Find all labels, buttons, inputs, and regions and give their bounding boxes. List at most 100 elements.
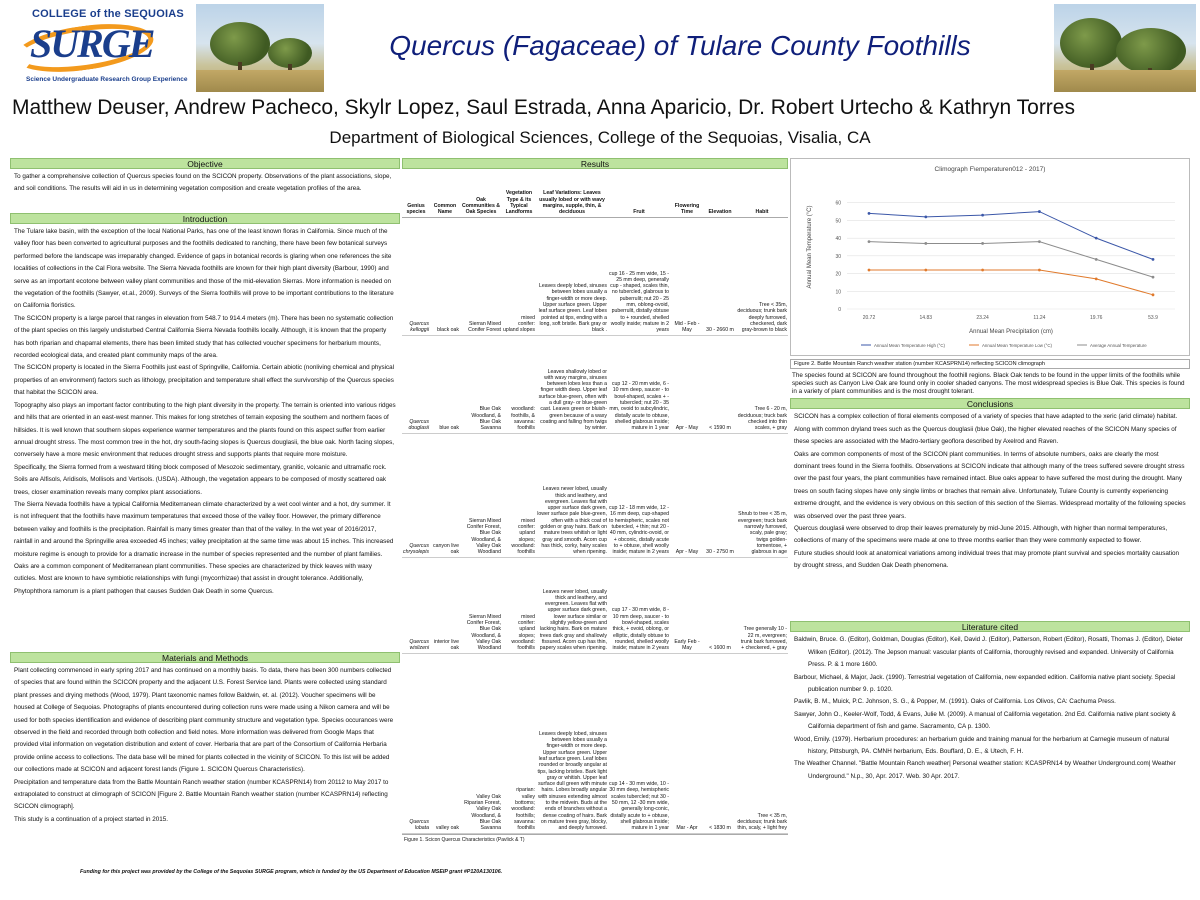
conclusion-paragraph: Oaks are common components of most of th… xyxy=(794,450,1186,520)
data-point xyxy=(1094,277,1098,281)
table-cell: Early Feb - May xyxy=(670,557,704,654)
y-tick-label: 40 xyxy=(835,236,841,242)
y-tick-label: 10 xyxy=(835,289,841,295)
data-point xyxy=(981,268,984,272)
literature-list: Baldwin, Bruce. G. (Editor), Goldman, Do… xyxy=(790,632,1190,785)
series-line xyxy=(868,241,1154,278)
poster-title: Quercus (Fagaceae) of Tulare County Foot… xyxy=(389,30,971,61)
citation: Baldwin, Bruce. G. (Editor), Goldman, Do… xyxy=(794,636,1184,669)
table-cell: Quercus chrysolepis xyxy=(402,433,430,558)
intro-paragraph: The SCICON property is a large parcel th… xyxy=(14,314,394,360)
table-cell: mixed conifer: upland slopes xyxy=(502,217,536,336)
x-tick-label: 20.72 xyxy=(863,315,876,321)
table-cell: Tree 6 - 20 m, deciduous; truck bark che… xyxy=(736,335,788,434)
table-cell: Blue Oak Woodland, & Blue Oak Savanna xyxy=(460,335,502,434)
column-header: Leaf Variations: Leaves usually lobed or… xyxy=(536,169,608,218)
table-cell: valley oak xyxy=(430,653,460,834)
table-cell: Sierran Mixed Conifer Forest, Blue Oak W… xyxy=(460,433,502,558)
y-axis-label: Annual Mean Temperature (°C) xyxy=(807,206,813,289)
data-point xyxy=(924,268,928,272)
table-cell: Quercus douglasii xyxy=(402,335,430,434)
data-point xyxy=(1151,275,1155,279)
table-cell: interior live oak xyxy=(430,557,460,654)
citation: Sawyer, John O., Keeler-Wolf, Todd, & Ev… xyxy=(794,710,1176,731)
table-cell: < 1830 m xyxy=(704,653,736,834)
column-header: Oak Communities & Oak Species xyxy=(460,169,502,218)
methods-paragraph: This study is a continuation of a projec… xyxy=(14,815,169,823)
climograph-svg: Climograph F\emperaturen012 - 2017) 0 10 20… xyxy=(807,166,1175,348)
conclusion-paragraph: Future studies should look at anatomical… xyxy=(794,549,1180,570)
table-row: Quercus chrysolepis canyon live oak Sierra… xyxy=(402,433,788,558)
column-header: Genius species xyxy=(402,169,430,218)
table-cell: black oak xyxy=(430,217,460,336)
table-cell: Apr - May xyxy=(670,335,704,434)
intro-paragraph: Topography also plays an important facto… xyxy=(14,401,396,459)
table-row: Quercus wislizeni interior live oak Sierra… xyxy=(402,557,788,654)
objective-heading: Objective xyxy=(10,158,400,169)
logo-tagline: Science Undergraduate Research Group Exp… xyxy=(26,76,188,83)
table-cell: Mid - Feb - May xyxy=(670,217,704,336)
column-header: Common Name xyxy=(430,169,460,218)
column-header: Habit xyxy=(736,169,788,218)
citation: Pavlik, B. M., Muick, P.C. Johnson, S. G… xyxy=(794,698,1116,706)
oak-photo-left xyxy=(196,4,324,92)
figure2-text: The species found at SCICON are found th… xyxy=(792,372,1185,395)
table-cell: < 1600 m xyxy=(704,557,736,654)
x-axis-label: Annual Mean Precipitation (cm) xyxy=(969,329,1053,335)
table-cell: Leaves never lobed, usually thick and le… xyxy=(536,557,608,654)
conclusions-body: SCICON has a complex collection of flora… xyxy=(790,409,1190,621)
department-line: Department of Biological Sciences, Colle… xyxy=(329,128,871,147)
table-cell: Leaves shallowly lobed or with wavy marg… xyxy=(536,335,608,434)
intro-paragraph: The Tulare lake basin, with the exceptio… xyxy=(14,228,394,310)
table-cell: Mar - Apr xyxy=(670,653,704,834)
table-cell: cup 16 - 25 mm wide, 15 - 25 mm deep, ge… xyxy=(608,217,670,336)
methods-heading: Materials and Methods xyxy=(10,652,400,663)
left-column: Objective To gather a comprehensive coll… xyxy=(10,158,400,880)
literature-heading: Literature cited xyxy=(790,621,1190,633)
legend-entry: Annual Mean Temperature Low (°C) xyxy=(982,343,1053,348)
data-point xyxy=(867,268,871,272)
introduction-heading: Introduction xyxy=(10,213,400,224)
data-point xyxy=(924,242,928,245)
figure2-caption: Figure 2. Battle Mountain Ranch weather … xyxy=(790,359,1190,369)
table-cell: canyon live oak xyxy=(430,433,460,558)
climograph-chart: Climograph F\emperaturen012 - 2017) 0 10 20… xyxy=(790,158,1190,356)
data-point xyxy=(1094,258,1098,261)
x-tick-label: 11.24 xyxy=(1033,315,1045,321)
table-cell: Leaves never lobed, usually thick and le… xyxy=(536,433,608,558)
conclusion-paragraph: Quercus douglasii were observed to drop … xyxy=(794,525,1168,545)
column-header: Flowering Time xyxy=(670,169,704,218)
table-cell: Tree < 35 m, deciduous; trunk bark thin,… xyxy=(736,653,788,834)
methods-paragraph: Plant collecting commenced in early spri… xyxy=(14,667,394,774)
legend-entry: Annual Mean Temperature High (°C) xyxy=(874,343,946,348)
results-heading: Results xyxy=(402,158,788,169)
table-cell: Quercus lobata xyxy=(402,653,430,834)
intro-paragraph: Specifically, the Sierra formed from a w… xyxy=(14,463,387,496)
y-tick-label: 20 xyxy=(835,272,841,278)
column-header: Vegetation Type & its Typical Landforms xyxy=(502,169,536,218)
table-cell: cup 12 - 20 mm wide, 6 - 10 mm deep, sau… xyxy=(608,335,670,434)
y-tick-label: 60 xyxy=(835,201,841,207)
table-cell: riparian: valley bottoms; woodland: foot… xyxy=(502,653,536,834)
methods-body: Plant collecting commenced in early spri… xyxy=(10,663,400,877)
right-column: Climograph F\emperaturen012 - 2017) 0 10 20… xyxy=(790,158,1190,880)
data-point xyxy=(981,242,984,245)
series-line xyxy=(868,211,1154,260)
data-point xyxy=(924,215,928,219)
table-cell: mixed conifer: upland slopes; woodland: … xyxy=(502,557,536,654)
table-cell: blue oak xyxy=(430,335,460,434)
column-header: Fruit xyxy=(608,169,670,218)
objective-text: To gather a comprehensive collection of … xyxy=(14,173,392,193)
introduction-body: The Tulare lake basin, with the exceptio… xyxy=(10,224,400,652)
figure1-caption: Figure 1. Scicon Quercus Characteristics… xyxy=(402,833,788,845)
data-point xyxy=(1151,258,1155,261)
table-cell: Shrub to tree < 35 m, evergreen; truck b… xyxy=(736,433,788,558)
table-cell: cup 17 - 30 mm wide, 8 - 10 mm deep, sau… xyxy=(608,557,670,654)
funding-footer: Funding for this project was provided by… xyxy=(80,869,503,875)
x-tick-label: 23.24 xyxy=(976,315,989,321)
results-table: Genius species Common Name Oak Communiti… xyxy=(402,169,788,834)
intro-paragraph: The SCICON property is located in the Si… xyxy=(14,364,395,397)
table-cell: Sierran Mixed Conifer Forest, Blue Oak W… xyxy=(460,557,502,654)
table-cell: Sierran Mixed Conifer Forest xyxy=(460,217,502,336)
table-row: Quercus kelloggii black oak Sierran Mixed … xyxy=(402,217,788,336)
